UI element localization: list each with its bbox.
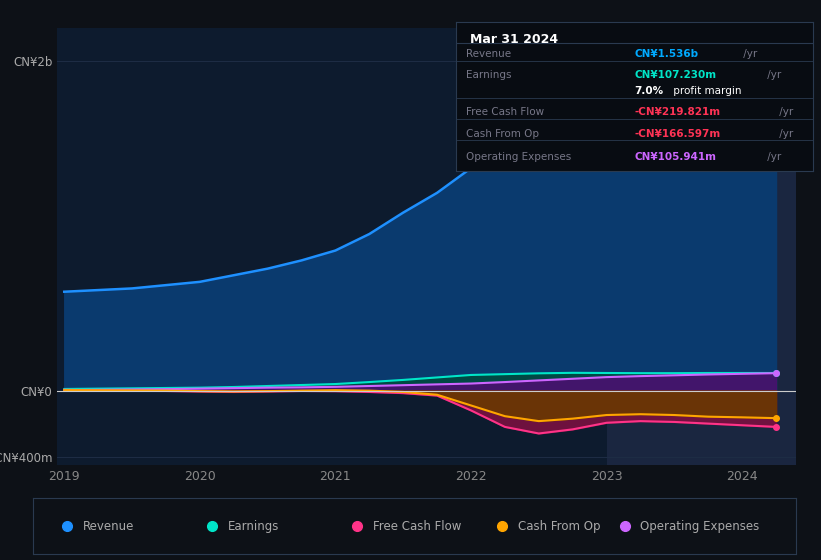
- Text: Free Cash Flow: Free Cash Flow: [373, 520, 461, 533]
- Text: Earnings: Earnings: [227, 520, 279, 533]
- Text: /yr: /yr: [776, 129, 793, 139]
- Text: Operating Expenses: Operating Expenses: [466, 152, 571, 161]
- Text: profit margin: profit margin: [670, 86, 741, 96]
- Text: Revenue: Revenue: [82, 520, 134, 533]
- Text: /yr: /yr: [764, 70, 781, 80]
- Text: -CN¥219.821m: -CN¥219.821m: [635, 107, 720, 117]
- Text: CN¥105.941m: CN¥105.941m: [635, 152, 716, 161]
- Text: Earnings: Earnings: [466, 70, 511, 80]
- Text: Mar 31 2024: Mar 31 2024: [470, 33, 558, 46]
- Text: Free Cash Flow: Free Cash Flow: [466, 107, 544, 117]
- Text: -CN¥166.597m: -CN¥166.597m: [635, 129, 721, 139]
- Text: CN¥107.230m: CN¥107.230m: [635, 70, 717, 80]
- Text: Operating Expenses: Operating Expenses: [640, 520, 759, 533]
- Text: Cash From Op: Cash From Op: [466, 129, 539, 139]
- Text: /yr: /yr: [741, 49, 758, 59]
- Text: Revenue: Revenue: [466, 49, 511, 59]
- Text: CN¥1.536b: CN¥1.536b: [635, 49, 699, 59]
- Text: /yr: /yr: [776, 107, 793, 117]
- Text: 7.0%: 7.0%: [635, 86, 663, 96]
- Text: Cash From Op: Cash From Op: [518, 520, 600, 533]
- Text: /yr: /yr: [764, 152, 781, 161]
- Bar: [607, 28, 796, 465]
